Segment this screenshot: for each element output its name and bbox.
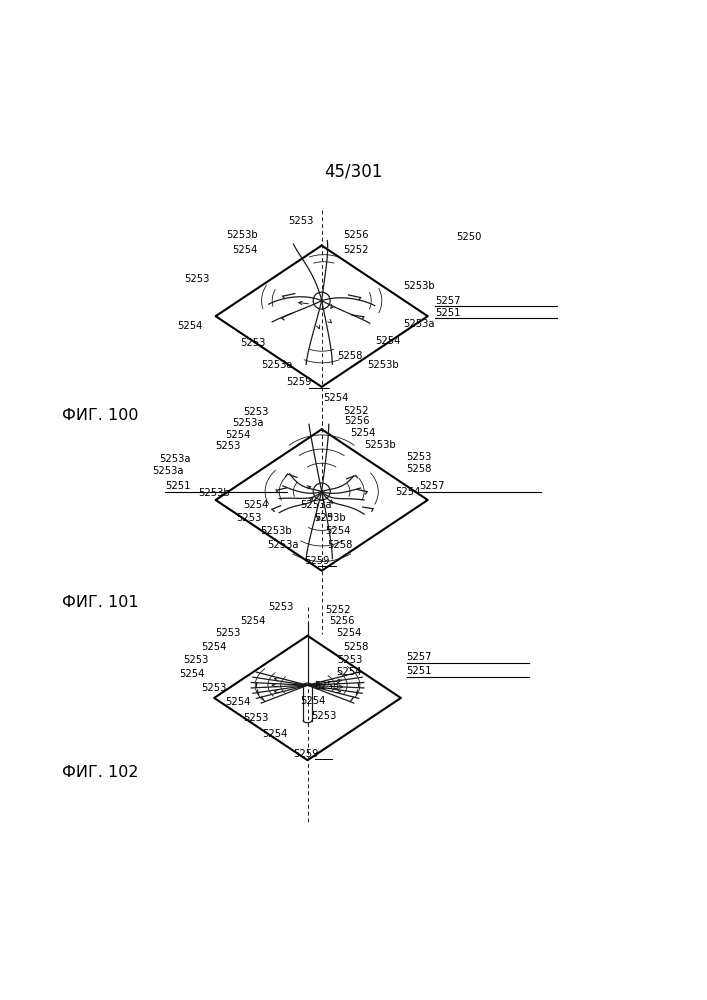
- Text: 5253b: 5253b: [198, 488, 230, 498]
- Text: ФИГ. 102: ФИГ. 102: [62, 765, 139, 780]
- Text: 5253: 5253: [215, 628, 240, 638]
- Text: 5253a: 5253a: [403, 319, 435, 329]
- Text: 5256: 5256: [343, 230, 368, 240]
- Text: 5251: 5251: [435, 308, 460, 318]
- Text: 5253a: 5253a: [152, 466, 184, 476]
- Text: 5254: 5254: [262, 729, 288, 739]
- Text: 5253: 5253: [243, 407, 269, 417]
- Text: 45/301: 45/301: [325, 163, 382, 181]
- Text: ФИГ. 100: ФИГ. 100: [62, 408, 139, 423]
- Text: 5252: 5252: [325, 605, 351, 615]
- Text: 5254: 5254: [325, 526, 351, 536]
- Text: 5253: 5253: [311, 711, 337, 721]
- Text: 5259: 5259: [293, 749, 319, 759]
- Text: 5254: 5254: [226, 697, 251, 707]
- Text: 5253a: 5253a: [159, 454, 191, 464]
- Text: 5256: 5256: [344, 416, 370, 426]
- Text: 5259: 5259: [304, 556, 329, 566]
- Text: 5254: 5254: [350, 428, 375, 438]
- Text: ФИГ. 101: ФИГ. 101: [62, 595, 139, 610]
- Text: 5253a: 5253a: [267, 540, 299, 550]
- Text: 5254: 5254: [300, 696, 326, 706]
- Text: 5253a: 5253a: [262, 360, 293, 370]
- Text: 5253: 5253: [183, 655, 209, 665]
- Text: 5253b: 5253b: [226, 230, 258, 240]
- Text: 5253b: 5253b: [364, 440, 396, 450]
- Text: 5258: 5258: [337, 351, 363, 361]
- Text: 5258: 5258: [327, 540, 353, 550]
- Text: 5254: 5254: [177, 321, 202, 331]
- Text: 5253: 5253: [215, 441, 240, 451]
- Text: 5253: 5253: [337, 655, 363, 665]
- Text: 5257: 5257: [419, 481, 445, 491]
- Text: 5252: 5252: [343, 406, 368, 416]
- Text: 5253: 5253: [236, 513, 262, 523]
- Text: 5250: 5250: [456, 232, 481, 242]
- Text: 5253a: 5253a: [232, 418, 264, 428]
- Text: 5253: 5253: [184, 274, 209, 284]
- Text: 5251: 5251: [165, 481, 190, 491]
- Text: 5254: 5254: [375, 336, 400, 346]
- Text: 5254: 5254: [233, 245, 258, 255]
- Text: 5257: 5257: [407, 652, 432, 662]
- Text: 5253: 5253: [201, 683, 226, 693]
- Text: 5253b: 5253b: [368, 360, 399, 370]
- Text: 5252: 5252: [343, 245, 368, 255]
- Text: 5257: 5257: [435, 296, 460, 306]
- Text: 5256: 5256: [329, 616, 354, 626]
- Text: 5254: 5254: [201, 642, 226, 652]
- Text: 5253b: 5253b: [403, 281, 435, 291]
- Text: 5254: 5254: [395, 487, 421, 497]
- Text: 5253: 5253: [243, 713, 269, 723]
- Text: 5253: 5253: [240, 338, 266, 348]
- Text: 5253: 5253: [268, 602, 293, 612]
- Text: 5259: 5259: [286, 377, 312, 387]
- Text: 5253a: 5253a: [300, 500, 332, 510]
- Text: 5254: 5254: [226, 430, 251, 440]
- Text: 5254: 5254: [240, 616, 265, 626]
- Text: 5253b: 5253b: [315, 513, 346, 523]
- Text: 5251: 5251: [407, 666, 432, 676]
- Text: 5258: 5258: [407, 464, 432, 474]
- Text: 5253b: 5253b: [260, 526, 292, 536]
- Text: 5254: 5254: [336, 628, 361, 638]
- Text: 5253: 5253: [288, 216, 313, 226]
- Text: 5253: 5253: [315, 681, 340, 691]
- Text: 5254: 5254: [336, 667, 361, 677]
- Text: 5253: 5253: [407, 452, 432, 462]
- Text: 5254: 5254: [323, 393, 349, 403]
- Text: 5254: 5254: [180, 669, 205, 679]
- Text: 5254: 5254: [243, 500, 269, 510]
- Text: 5258: 5258: [343, 642, 368, 652]
